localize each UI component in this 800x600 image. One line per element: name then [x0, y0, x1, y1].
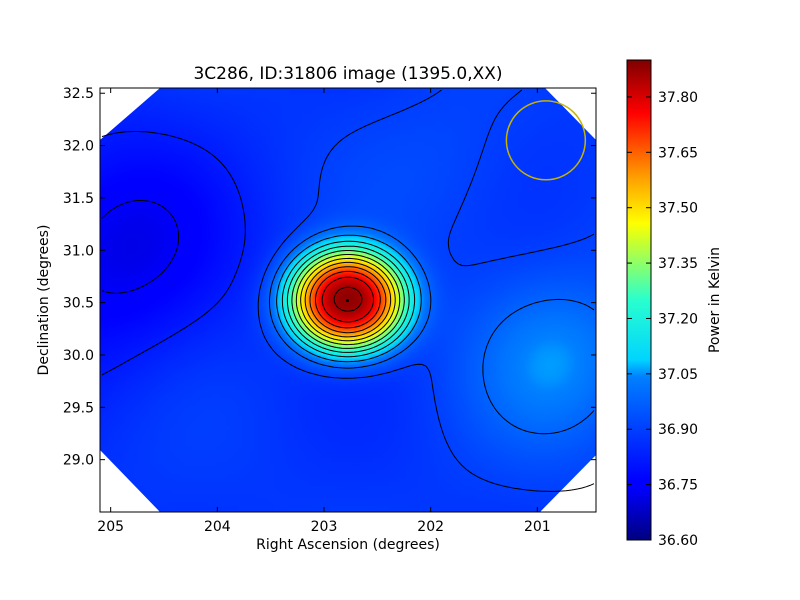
beam-circle	[505, 100, 587, 181]
colorbar-tick-label: 36.90	[658, 422, 698, 438]
x-tick-label: 203	[311, 519, 338, 535]
y-tick-label: 29.0	[63, 453, 94, 469]
contour-level	[286, 245, 410, 353]
chart-title: 3C286, ID:31806 image (1395.0,XX)	[193, 64, 502, 84]
y-tick-label: 30.5	[63, 296, 94, 312]
contour-level	[276, 234, 422, 363]
y-tick-label: 32.5	[63, 86, 94, 102]
contour-level	[295, 254, 401, 346]
contour-level	[291, 250, 405, 349]
colorbar-tick-label: 37.80	[658, 90, 698, 106]
contour-level	[101, 131, 246, 376]
y-axis-label: Declination (degrees)	[36, 225, 52, 376]
contour-level	[315, 270, 381, 329]
contour-level	[101, 200, 180, 294]
colorbar-tick-label: 37.35	[658, 256, 698, 272]
x-tick-label: 202	[417, 519, 444, 535]
contour-level	[304, 261, 392, 338]
contour-level	[281, 240, 416, 358]
contour-level	[333, 286, 363, 312]
y-axis: 29.0 29.5 30.0 30.5 31.0 31.5 32.0 32.5	[63, 86, 596, 469]
y-tick-label: 31.5	[63, 191, 94, 207]
x-tick-label: 201	[524, 519, 551, 535]
colorbar-tick-label: 36.75	[658, 478, 698, 494]
contour-level	[321, 276, 374, 323]
y-tick-label: 29.5	[63, 400, 94, 416]
blank-corner-bottom-left	[100, 450, 160, 512]
x-tick-label: 205	[97, 519, 124, 535]
peak-marker	[345, 299, 349, 303]
colorbar-ticks: 36.60 36.75 36.90 37.05 37.20 37.35 37.50 37.65…	[627, 90, 698, 549]
y-tick-label: 31.0	[63, 243, 94, 259]
colorbar-tick-label: 37.65	[658, 145, 698, 161]
blank-corner-top-left	[100, 88, 160, 140]
contour-level	[300, 257, 396, 342]
x-tick-label: 204	[204, 519, 231, 535]
contour-level	[257, 89, 595, 492]
colorbar-tick-label: 37.50	[658, 201, 698, 217]
y-tick-label: 30.0	[63, 348, 94, 364]
contour-lines	[101, 89, 595, 492]
blank-corner-bottom-right	[540, 455, 596, 512]
colorbar-tick-label: 37.20	[658, 311, 698, 327]
x-axis-label: Right Ascension (degrees)	[256, 537, 440, 553]
colorbar-tick-label: 37.05	[658, 367, 698, 383]
contour-level	[268, 225, 595, 435]
colorbar	[626, 59, 652, 541]
x-axis: 205 204 203 202 201	[97, 88, 551, 535]
plot-frame	[99, 87, 597, 513]
contour-level	[309, 266, 387, 334]
y-tick-label: 32.0	[63, 139, 94, 155]
colorbar-label: Power in Kelvin	[707, 247, 723, 353]
heatmap-image	[100, 88, 596, 512]
colorbar-tick-label: 36.60	[658, 533, 698, 549]
